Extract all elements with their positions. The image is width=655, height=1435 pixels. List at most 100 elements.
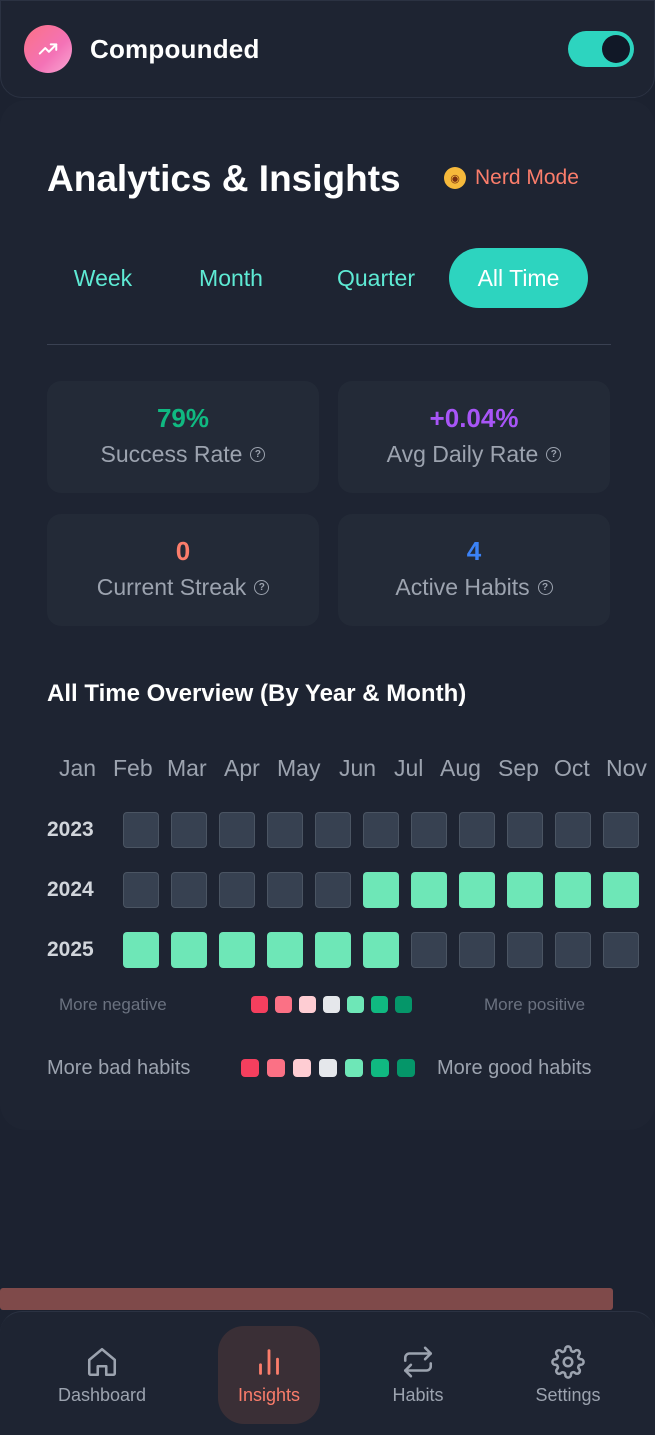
year-label: 2023 — [47, 818, 94, 841]
month-cell[interactable] — [267, 812, 303, 848]
month-cell[interactable] — [171, 812, 207, 848]
nav-label: Insights — [237, 1384, 301, 1405]
nav-insights[interactable]: Insights — [218, 1326, 320, 1424]
nav-label: Dashboard — [57, 1384, 147, 1405]
nav-label: Settings — [535, 1384, 601, 1405]
month-cell[interactable] — [123, 932, 159, 968]
help-icon[interactable]: ? — [254, 580, 270, 595]
legend-swatch — [251, 996, 268, 1013]
month-cell[interactable] — [555, 932, 591, 968]
month-cell[interactable] — [555, 872, 591, 908]
month-cell[interactable] — [267, 872, 303, 908]
gear-icon — [551, 1344, 585, 1379]
theme-toggle[interactable] — [568, 31, 634, 67]
month-label: Apr — [224, 755, 260, 781]
nav-label: Habits — [392, 1384, 444, 1405]
month-cell[interactable] — [507, 812, 543, 848]
month-label: Sep — [498, 755, 539, 781]
month-cell[interactable] — [219, 932, 255, 968]
month-label: Oct — [554, 755, 590, 781]
legend-swatch — [345, 1059, 363, 1077]
help-icon[interactable]: ? — [537, 580, 553, 595]
insights-card: Analytics & Insights ◉ Nerd Mode Week Mo… — [0, 100, 655, 1130]
tab-week[interactable]: Week — [73, 264, 133, 291]
month-cell[interactable] — [315, 812, 351, 848]
nav-dashboard[interactable]: Dashboard — [42, 1326, 162, 1424]
month-cell[interactable] — [171, 872, 207, 908]
month-cell[interactable] — [363, 932, 399, 968]
stat-value: +0.04% — [429, 403, 519, 433]
legend-swatch — [371, 1059, 389, 1077]
month-cell[interactable] — [459, 872, 495, 908]
month-cell[interactable] — [411, 872, 447, 908]
month-label: Aug — [440, 755, 481, 781]
tab-month[interactable]: Month — [199, 264, 263, 291]
month-cell[interactable] — [459, 812, 495, 848]
nerd-mode-label: Nerd Mode — [475, 166, 579, 189]
stat-label: Success Rate — [100, 441, 243, 467]
legend-swatch — [347, 996, 364, 1013]
bar-chart-icon — [259, 1348, 279, 1375]
month-label: May — [277, 755, 321, 781]
month-cell[interactable] — [363, 872, 399, 908]
month-cell[interactable] — [555, 812, 591, 848]
bottom-nav: Dashboard Insights Habits Settings — [0, 1311, 655, 1435]
tab-all-time[interactable]: All Time — [449, 248, 588, 308]
stat-label: Avg Daily Rate — [386, 441, 539, 467]
stat-value: 4 — [466, 536, 482, 566]
legend-swatch — [241, 1059, 259, 1077]
month-cell[interactable] — [363, 812, 399, 848]
year-label: 2024 — [47, 878, 94, 901]
divider — [47, 344, 611, 345]
month-cell[interactable] — [459, 932, 495, 968]
month-cell[interactable] — [411, 812, 447, 848]
month-label: Jan — [59, 755, 97, 781]
stat-label: Current Streak — [96, 574, 247, 600]
tab-quarter[interactable]: Quarter — [337, 264, 415, 291]
legend-swatch — [299, 996, 316, 1013]
legend-bad-habits-label: More bad habits — [47, 1057, 191, 1079]
nerd-mode-button[interactable]: ◉ Nerd Mode — [444, 166, 579, 190]
stat-success-rate: 79% Success Rate? — [47, 381, 319, 493]
month-cell[interactable] — [315, 872, 351, 908]
legend-swatch — [319, 1059, 337, 1077]
month-header: Jan Feb Mar Apr May Jun Jul Aug Sep Oct Nov — [0, 755, 655, 785]
nerd-face-icon: ◉ — [444, 167, 466, 189]
month-cell[interactable] — [219, 812, 255, 848]
legend-swatch — [395, 996, 412, 1013]
period-tabs: Week Month Quarter All Time — [47, 248, 611, 308]
stat-value: 79% — [156, 403, 210, 433]
month-cell[interactable] — [603, 812, 639, 848]
legend-swatch — [323, 996, 340, 1013]
legend-positive-label: More positive — [484, 995, 586, 1014]
app-header: Compounded — [0, 0, 655, 98]
month-cell[interactable] — [219, 872, 255, 908]
month-cell[interactable] — [507, 872, 543, 908]
app-title: Compounded — [90, 33, 260, 64]
toggle-knob — [602, 35, 630, 63]
month-cell[interactable] — [171, 932, 207, 968]
repeat-icon — [403, 1346, 433, 1377]
help-icon[interactable]: ? — [250, 447, 266, 462]
month-label: Feb — [113, 755, 153, 781]
month-cell[interactable] — [315, 932, 351, 968]
nav-settings[interactable]: Settings — [520, 1326, 616, 1424]
overview-title: All Time Overview (By Year & Month) — [47, 680, 467, 707]
month-cell[interactable] — [267, 932, 303, 968]
month-cell[interactable] — [603, 932, 639, 968]
month-cell[interactable] — [123, 812, 159, 848]
legend-swatch — [275, 996, 292, 1013]
nav-habits[interactable]: Habits — [370, 1326, 466, 1424]
month-cell[interactable] — [507, 932, 543, 968]
home-icon — [87, 1347, 117, 1376]
legend-negative-label: More negative — [59, 995, 167, 1014]
month-label: Nov — [606, 755, 647, 781]
stat-value: 0 — [175, 536, 191, 566]
year-label: 2025 — [47, 938, 94, 961]
help-icon[interactable]: ? — [546, 447, 562, 462]
stat-label: Active Habits — [395, 574, 530, 600]
month-label: Jul — [394, 755, 424, 781]
month-cell[interactable] — [123, 872, 159, 908]
month-cell[interactable] — [411, 932, 447, 968]
month-cell[interactable] — [603, 872, 639, 908]
